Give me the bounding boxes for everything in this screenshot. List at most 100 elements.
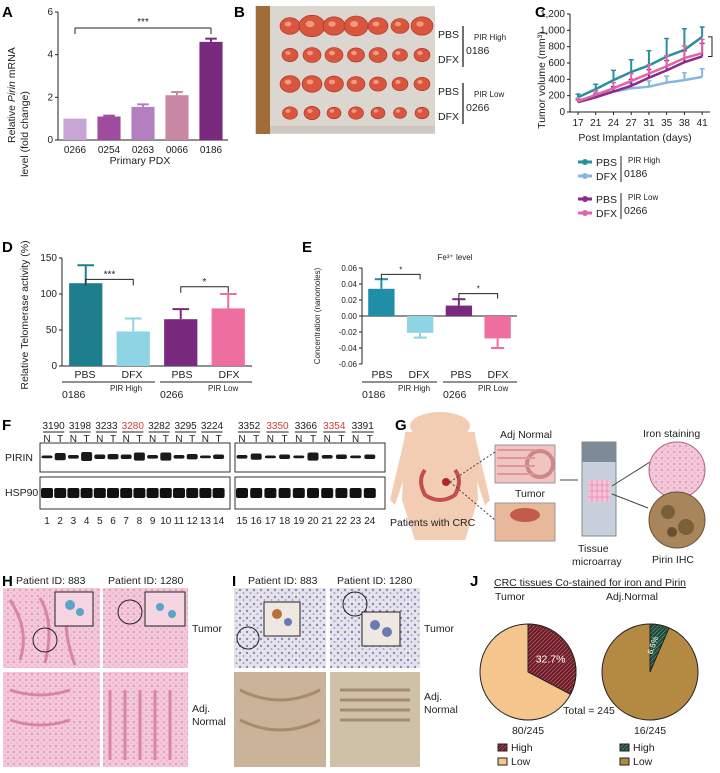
band-hsp90 [363,488,376,498]
svg-text:0266: 0266 [443,389,467,401]
tumor-sample [281,48,299,62]
lane-number: 17 [265,516,277,527]
tumor-highlight [350,21,358,27]
lane-n: N [202,434,209,445]
y-tick-label: 0.04 [341,280,357,289]
band-hsp90 [120,488,133,498]
svg-text:0266: 0266 [160,389,184,401]
sig-bracket [380,273,421,280]
h-normal-1280 [103,672,188,767]
lane-number: 8 [137,516,143,527]
y-tick-label: 150 [40,253,57,264]
tumor-sample [390,18,410,34]
h-normal-883 [3,672,100,767]
tumor-highlight [373,50,379,56]
tumor-highlight [306,79,314,85]
chart-c: 0 200 400 600 800 1,000 1,200 17 21 24 27 31 35 38 41 *… [540,9,720,129]
svg-text:0186: 0186 [466,45,490,57]
schematic: Patients with CRC Adj Normal Tumor Tissu… [390,412,706,568]
tumor-sample [370,106,386,120]
band-pirin [173,455,185,459]
patient-id: 3233 [95,421,118,432]
panel-label-c: C [535,4,546,21]
bar [484,316,511,339]
lane-number: 2 [57,516,63,527]
y-tick-label: 400 [548,74,565,85]
chart-c-ylabel: Tumor volume (mm³) [536,31,548,129]
band-hsp90 [236,488,248,498]
svg-text:PIR Low: PIR Low [478,384,508,393]
band-hsp90 [264,488,277,498]
chart-e: 0.06 0.04 0.02 0.00 -0.02 -0.04 -0.06 * * [339,264,517,369]
chart-c-legend: PBS DFX PIR High 0186 PBS DFX PIR Low 02… [578,156,660,220]
h-tumor-label: Tumor [192,623,222,635]
lane-n: N [267,434,274,445]
tumor-highlight [328,21,336,27]
bar [131,106,155,140]
y-tick-label: 4 [47,50,53,61]
legend-swatch-low [497,757,508,766]
x-tick-label: 35 [661,118,673,129]
lane-number: 10 [160,516,172,527]
svg-text:PBS: PBS [438,86,459,98]
x-tick-label: 0263 [132,145,155,156]
lane-numbers: 1 2 3 4 5 6 7 8 9 10 11 12 13 14 15 16 17 18 19 20 21 22 23 24 [44,516,376,527]
lane-n: N [175,434,182,445]
tumor-highlight [395,51,401,55]
tumor-highlight [285,109,291,113]
y-tick-label: 1,000 [540,25,565,36]
i-normal-label: Normal [424,704,458,716]
band-hsp90 [67,488,80,498]
lane-number: 18 [279,516,291,527]
chart-j: Tumor32.7%80/245HighLowAdj.Normal6.5%16/… [479,591,699,768]
protein-label-hsp90: HSP90 [5,487,38,499]
panel-label-j: J [470,573,478,590]
patient-id: 3366 [295,421,318,432]
x-tick-label: 24 [608,118,620,129]
svg-text:PIR High: PIR High [398,384,430,393]
band-pirin [54,453,66,461]
lane-n: N [352,434,359,445]
series-line [577,55,703,104]
bar [116,331,150,366]
band-pirin [67,455,79,459]
patient-id: 3391 [352,421,375,432]
lane-number: 6 [110,516,116,527]
band-hsp90 [41,488,53,498]
x-tick-label: 31 [643,118,655,129]
pie-label: 32.7% [536,653,566,665]
band-pirin [250,453,262,460]
band-hsp90 [278,488,291,498]
blot-bands [41,452,376,498]
tumor-highlight [285,51,291,55]
band-hsp90 [107,488,119,498]
band-pirin [364,454,376,459]
svg-text:PIR High: PIR High [628,156,660,165]
svg-text:Iron staining: Iron staining [643,428,700,440]
lane-t: T [338,434,344,445]
lane-t: T [84,434,90,445]
y-tick-label: 0.02 [341,296,357,305]
band-pirin [186,454,198,460]
y-tick-label: 50 [46,325,58,336]
lane-number: 20 [307,516,319,527]
lane-number: 23 [350,516,362,527]
legend-swatch-high [497,743,508,752]
bar [63,118,87,140]
sig-label: * [203,277,207,288]
svg-text:PIR Low: PIR Low [474,90,504,99]
legend-label: Low [633,756,653,768]
tumor-highlight [417,51,423,55]
svg-text:PIR Low: PIR Low [208,384,238,393]
svg-text:Tumor: Tumor [515,488,545,500]
y-tick-label: 2 [47,92,53,103]
x-tick-label: 38 [679,118,691,129]
patient-id: 3280 [122,421,145,432]
lane-number: 13 [200,516,212,527]
tumor-sample [392,48,408,62]
pie-name: Tumor [495,591,525,603]
svg-text:PIR Low: PIR Low [628,193,658,202]
patient-id: 3352 [238,421,261,432]
y-tick-label: 600 [548,58,565,69]
